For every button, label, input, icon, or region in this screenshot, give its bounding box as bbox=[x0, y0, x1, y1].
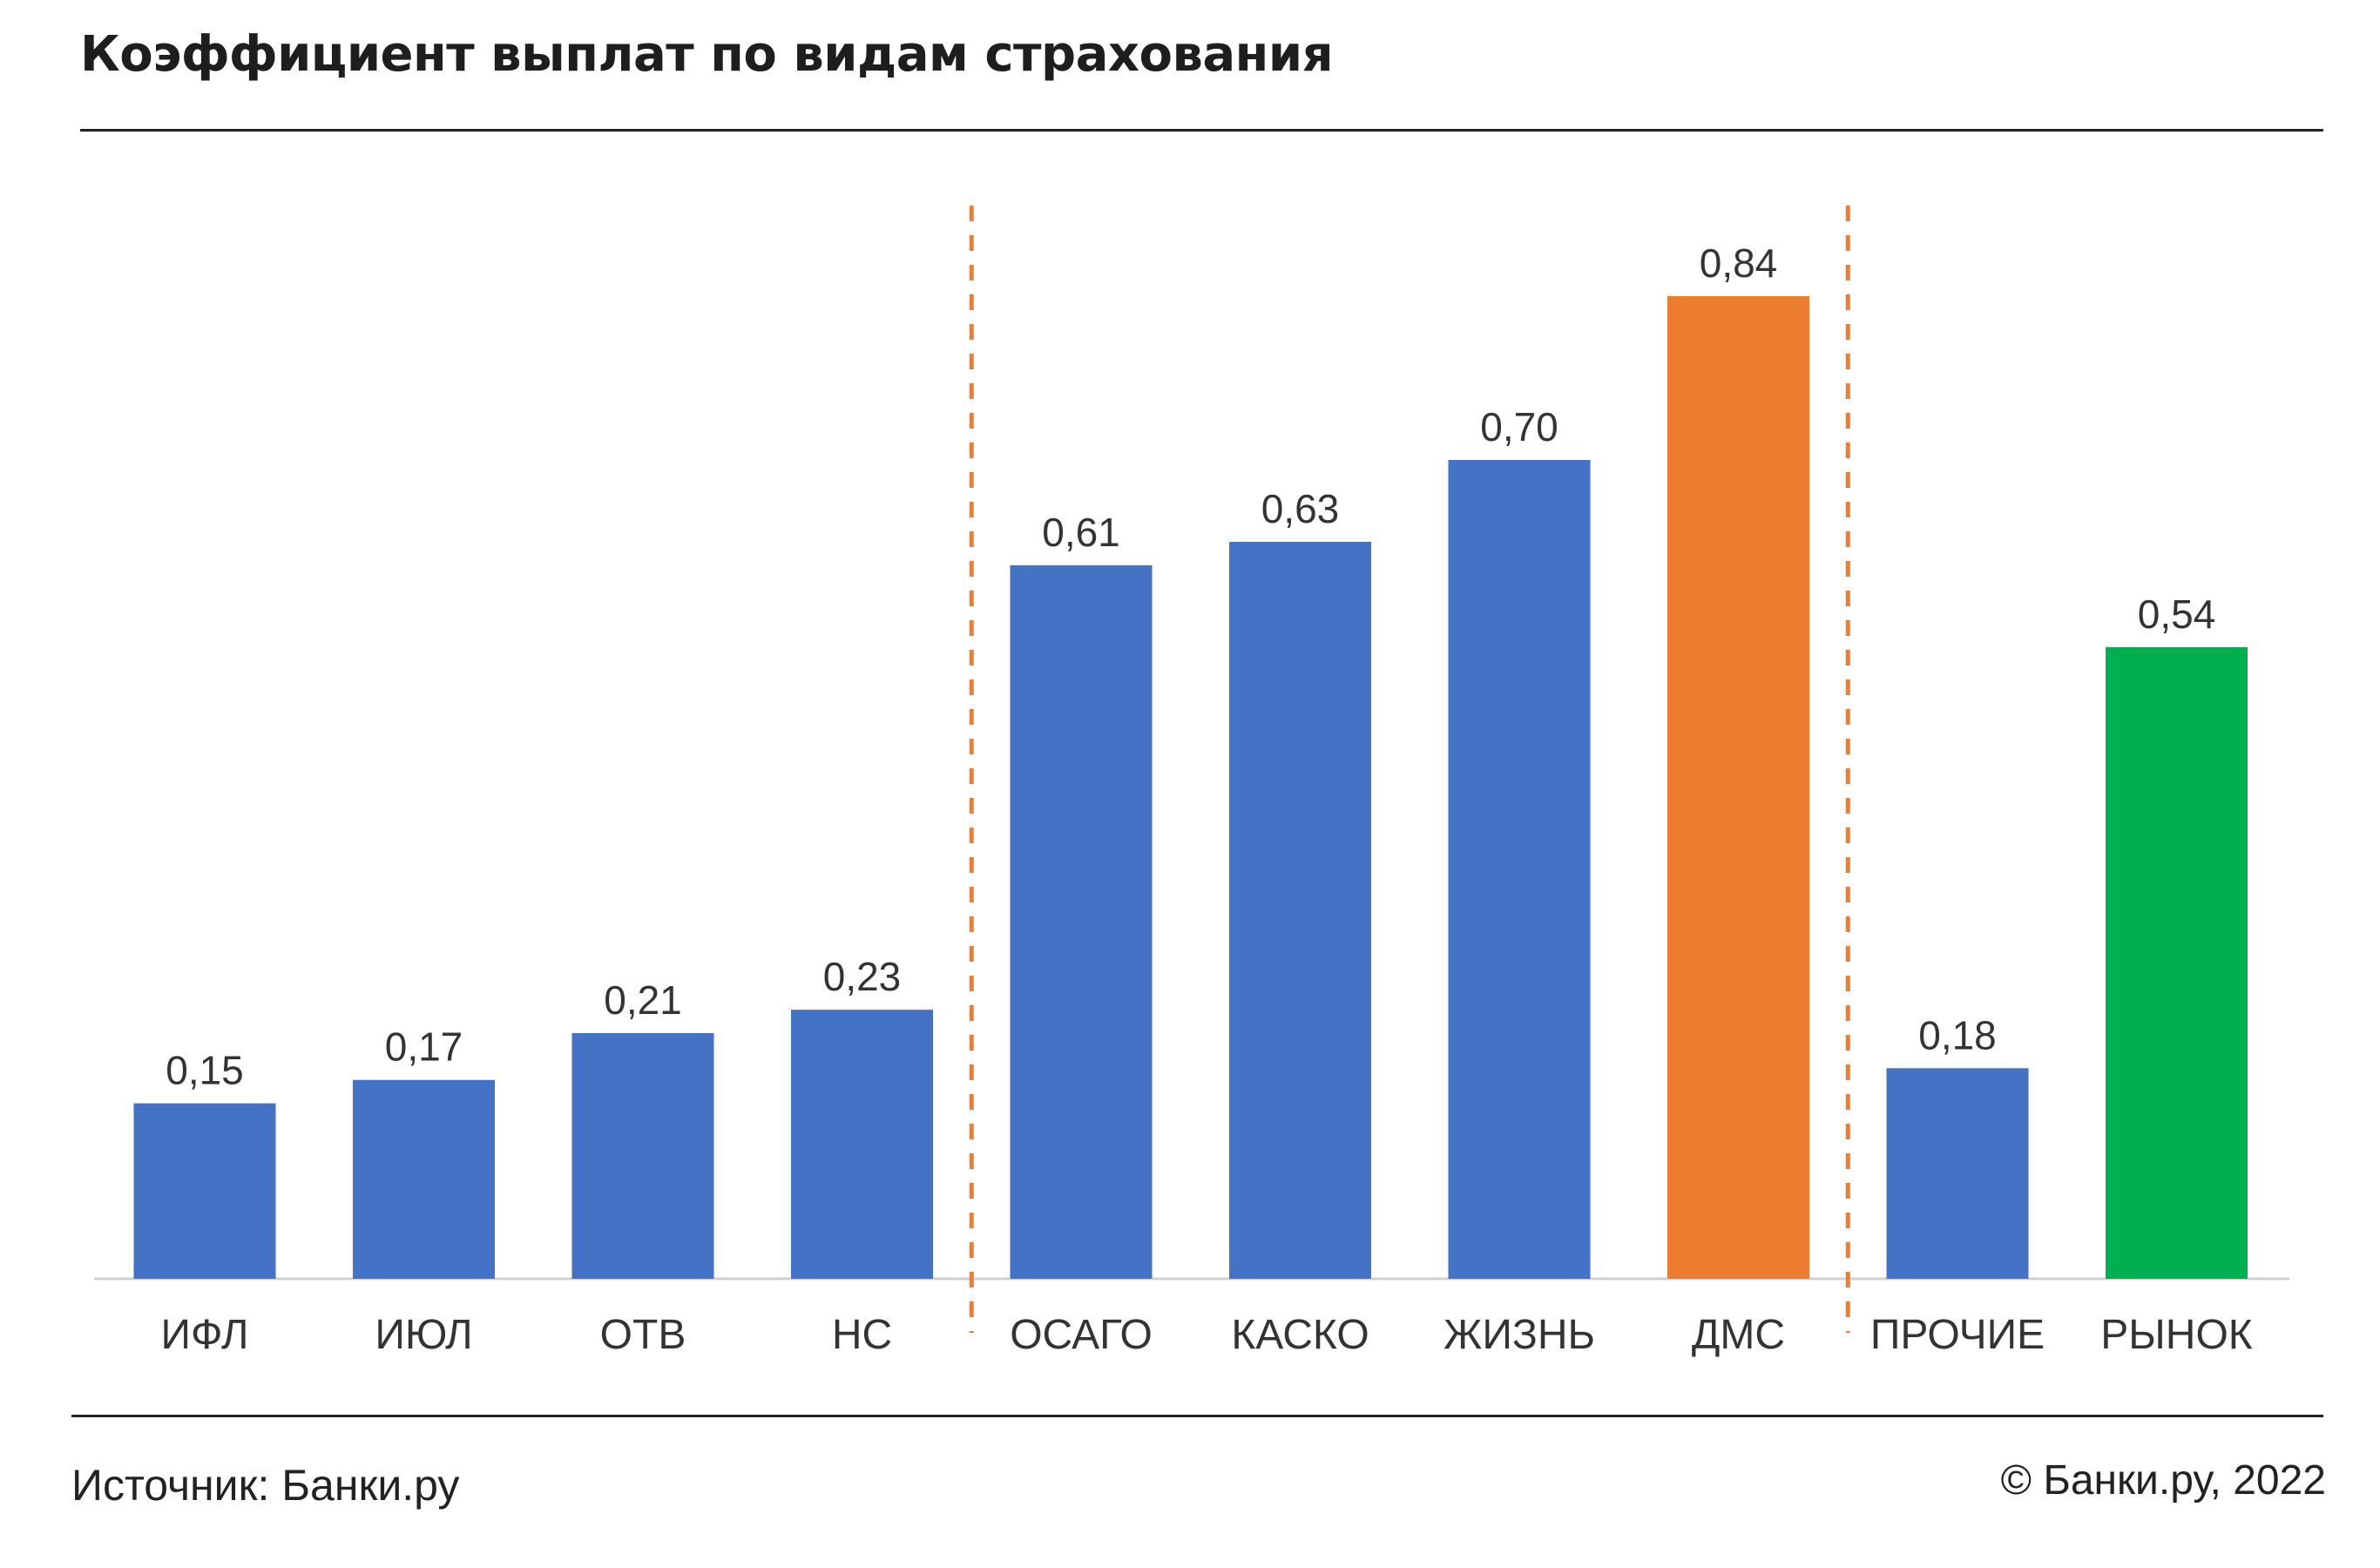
category-label-2: ИЮЛ bbox=[375, 1312, 472, 1358]
bar-7 bbox=[1448, 460, 1591, 1279]
category-label-10: РЫНОК bbox=[2100, 1312, 2253, 1358]
data-label-1: 0,15 bbox=[166, 1048, 244, 1093]
category-label-7: ЖИЗНЬ bbox=[1444, 1312, 1595, 1358]
chart-title: Коэффициент выплат по видам страхования bbox=[80, 26, 1334, 83]
copyright-note: © Банки.ру, 2022 bbox=[2000, 1457, 2326, 1504]
category-label-5: ОСАГО bbox=[1010, 1312, 1153, 1358]
category-label-3: ОТВ bbox=[600, 1312, 686, 1358]
bar-6 bbox=[1229, 542, 1371, 1279]
data-label-8: 0,84 bbox=[1700, 240, 1778, 286]
category-label-6: КАСКО bbox=[1231, 1312, 1369, 1358]
category-label-8: ДМС bbox=[1692, 1312, 1785, 1358]
category-label-1: ИФЛ bbox=[161, 1312, 249, 1358]
category-label-9: ПРОЧИЕ bbox=[1870, 1312, 2045, 1358]
source-note: Источник: Банки.ру bbox=[71, 1461, 460, 1510]
bar-1 bbox=[133, 1103, 276, 1279]
footer-divider bbox=[71, 1415, 2323, 1417]
data-label-9: 0,18 bbox=[1918, 1012, 1997, 1058]
data-label-7: 0,70 bbox=[1480, 404, 1558, 449]
bar-9 bbox=[1886, 1068, 2029, 1279]
category-label-4: НС bbox=[832, 1312, 892, 1358]
bar-4 bbox=[791, 1010, 933, 1279]
data-label-2: 0,17 bbox=[385, 1024, 463, 1070]
data-label-5: 0,61 bbox=[1042, 510, 1120, 555]
data-label-6: 0,63 bbox=[1261, 486, 1340, 531]
data-label-10: 0,54 bbox=[2138, 591, 2216, 637]
bar-10 bbox=[2106, 646, 2248, 1279]
bar-3 bbox=[571, 1033, 714, 1279]
bar-5 bbox=[1010, 564, 1153, 1279]
bar-2 bbox=[353, 1079, 495, 1279]
bar-8 bbox=[1667, 296, 1809, 1279]
data-label-4: 0,23 bbox=[823, 954, 902, 999]
data-label-3: 0,21 bbox=[604, 977, 682, 1023]
title-divider bbox=[80, 129, 2323, 132]
